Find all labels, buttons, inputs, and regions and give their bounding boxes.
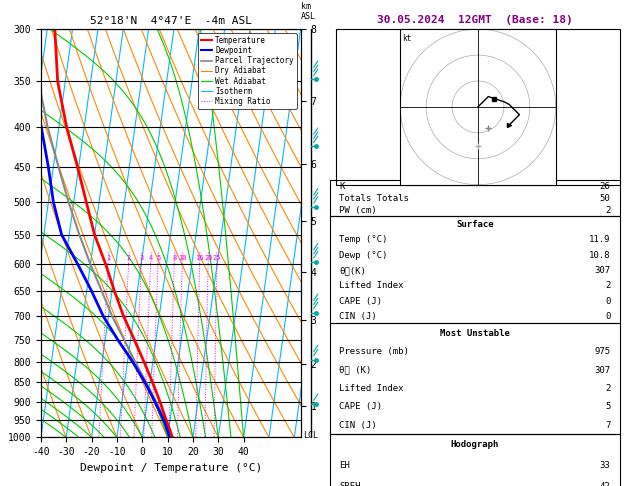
Bar	[330, 216, 620, 323]
Text: 42: 42	[600, 482, 611, 486]
Text: 50: 50	[600, 194, 611, 203]
Text: 3: 3	[140, 256, 143, 261]
Text: Most Unstable: Most Unstable	[440, 329, 510, 338]
Text: 1: 1	[106, 256, 111, 261]
Text: 5: 5	[156, 256, 160, 261]
Text: K: K	[339, 182, 345, 191]
Text: EH: EH	[339, 461, 350, 470]
Text: CIN (J): CIN (J)	[339, 421, 377, 430]
Text: 2: 2	[605, 281, 611, 290]
X-axis label: Dewpoint / Temperature (°C): Dewpoint / Temperature (°C)	[80, 463, 262, 473]
Text: 2: 2	[126, 256, 131, 261]
Text: 2: 2	[605, 206, 611, 215]
Text: SREH: SREH	[339, 482, 361, 486]
Text: Pressure (mb): Pressure (mb)	[339, 347, 409, 356]
Text: θᴇ (K): θᴇ (K)	[339, 365, 372, 375]
Text: PW (cm): PW (cm)	[339, 206, 377, 215]
Text: 30.05.2024  12GMT  (Base: 18): 30.05.2024 12GMT (Base: 18)	[377, 15, 573, 25]
Text: Temp (°C): Temp (°C)	[339, 235, 387, 244]
Text: km
ASL: km ASL	[301, 1, 316, 21]
Text: 16: 16	[196, 256, 204, 261]
Text: 10.8: 10.8	[589, 251, 611, 260]
Text: CIN (J): CIN (J)	[339, 312, 377, 321]
Text: Dewp (°C): Dewp (°C)	[339, 251, 387, 260]
Text: kt: kt	[402, 34, 411, 43]
Bar	[330, 434, 620, 486]
Title: 52°18'N  4°47'E  -4m ASL: 52°18'N 4°47'E -4m ASL	[90, 16, 252, 26]
Text: LCL: LCL	[303, 431, 318, 440]
Text: Surface: Surface	[456, 220, 494, 229]
Text: 10: 10	[178, 256, 187, 261]
Text: 307: 307	[594, 266, 611, 275]
Text: 0: 0	[605, 296, 611, 306]
Text: 4: 4	[148, 256, 153, 261]
Bar	[330, 180, 620, 216]
Y-axis label: hPa: hPa	[0, 223, 2, 243]
Text: 2: 2	[605, 384, 611, 393]
Text: 307: 307	[594, 365, 611, 375]
Text: 25: 25	[213, 256, 221, 261]
Text: Hodograph: Hodograph	[451, 440, 499, 450]
Text: 5: 5	[605, 402, 611, 411]
Text: 7: 7	[605, 421, 611, 430]
Text: 8: 8	[172, 256, 177, 261]
Text: 975: 975	[594, 347, 611, 356]
Text: 26: 26	[600, 182, 611, 191]
Text: CAPE (J): CAPE (J)	[339, 402, 382, 411]
Text: 0: 0	[605, 312, 611, 321]
Text: CAPE (J): CAPE (J)	[339, 296, 382, 306]
Legend: Temperature, Dewpoint, Parcel Trajectory, Dry Adiabat, Wet Adiabat, Isotherm, Mi: Temperature, Dewpoint, Parcel Trajectory…	[198, 33, 297, 109]
Text: Totals Totals: Totals Totals	[339, 194, 409, 203]
Text: Lifted Index: Lifted Index	[339, 281, 404, 290]
Bar	[337, 29, 620, 185]
Text: θᴇ(K): θᴇ(K)	[339, 266, 366, 275]
Bar	[330, 323, 620, 434]
Text: 33: 33	[600, 461, 611, 470]
Text: 20: 20	[204, 256, 213, 261]
Text: 11.9: 11.9	[589, 235, 611, 244]
Text: Lifted Index: Lifted Index	[339, 384, 404, 393]
